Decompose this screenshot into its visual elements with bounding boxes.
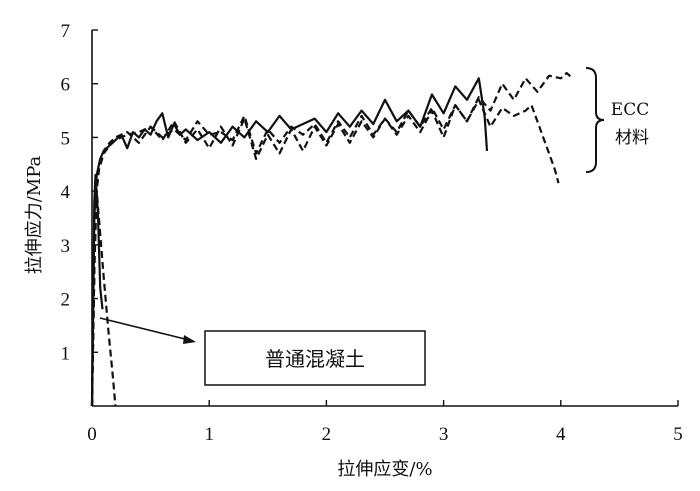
ecc-material-label: 材料: [615, 128, 649, 148]
axes-layer: [91, 30, 678, 407]
ecc-label: ECC: [611, 100, 649, 120]
series-line-3: [90, 98, 560, 407]
concrete-arrow-line: [99, 317, 194, 342]
y-tick-label: 6: [61, 75, 71, 96]
series-line-2: [90, 71, 574, 407]
ticks-layer: 0 1 2 3 4 5 1 2 3 4 5 6 7: [61, 21, 683, 445]
concrete-label-box: [204, 330, 426, 386]
x-tick-label: 4: [556, 424, 566, 445]
x-tick-label: 3: [439, 424, 449, 445]
ecc-bracket: [585, 67, 605, 173]
x-tick-label: 2: [322, 424, 332, 445]
y-tick-label: 5: [61, 128, 71, 149]
y-tick-label: 1: [61, 343, 71, 364]
concrete-arrow-head: [183, 335, 196, 344]
x-tick-label: 1: [204, 424, 214, 445]
x-tick-label: 0: [87, 424, 97, 445]
y-tick-label: 4: [61, 182, 71, 203]
x-tick-label: 5: [673, 424, 683, 445]
y-tick-label: 7: [61, 21, 71, 42]
concrete-label: 普通混凝土: [265, 347, 365, 371]
y-tick-label: 3: [61, 236, 71, 257]
x-axis-title: 拉伸应变/%: [337, 459, 432, 480]
y-tick-label: 2: [61, 290, 71, 311]
y-axis-title: 拉伸应力/MPa: [24, 155, 45, 274]
